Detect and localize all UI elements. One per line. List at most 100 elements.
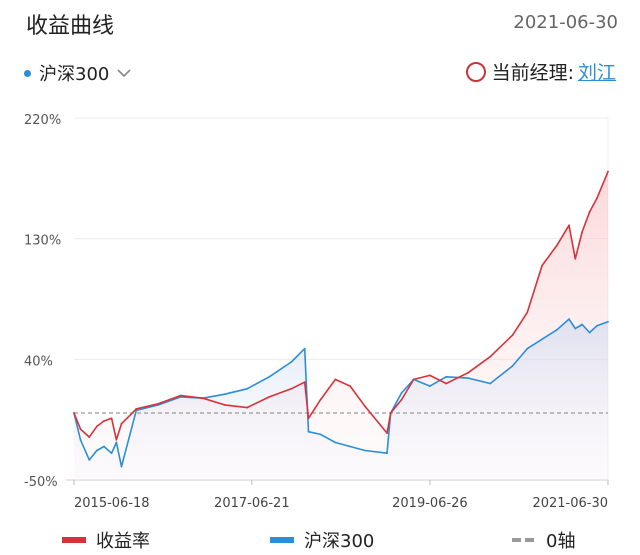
index-point <box>596 324 598 327</box>
x-tick-label: 2015-06-18 <box>74 496 150 511</box>
index-point <box>103 445 105 448</box>
index-point <box>303 347 306 350</box>
return-point <box>103 420 105 422</box>
return-point <box>364 405 366 408</box>
index-point <box>526 347 529 350</box>
index-point <box>79 438 82 441</box>
y-tick-label: -50% <box>24 475 58 490</box>
legend-item-return[interactable]: 收益率 <box>62 527 150 553</box>
return-swatch-icon <box>62 537 86 543</box>
return-point <box>88 436 91 438</box>
current-manager: 当前经理: 刘江 <box>465 58 616 85</box>
index-point <box>364 449 366 452</box>
index-selector-label: 沪深300 <box>39 64 110 85</box>
return-point <box>307 417 310 420</box>
return-series-line <box>73 171 609 441</box>
index-point <box>349 445 352 448</box>
return-point <box>429 374 431 377</box>
return-point <box>541 264 543 267</box>
return-point <box>386 432 388 434</box>
x-tick-label: 2017-06-21 <box>214 496 290 511</box>
return-point <box>268 396 271 398</box>
index-point <box>290 361 293 363</box>
return-point <box>202 397 204 400</box>
return-point <box>303 381 306 383</box>
index-point <box>268 375 271 378</box>
return-point <box>596 197 598 200</box>
return-point <box>115 438 118 441</box>
return-point <box>246 406 248 409</box>
return-point <box>412 378 415 381</box>
return-point <box>120 422 123 425</box>
index-point <box>334 441 337 444</box>
index-point <box>400 392 403 394</box>
return-point <box>135 408 138 410</box>
index-point <box>95 449 98 452</box>
zero-swatch-icon <box>512 538 536 542</box>
return-point <box>157 402 160 405</box>
return-point <box>526 311 529 314</box>
index-point <box>246 387 248 390</box>
legend-index-label: 沪深300 <box>304 531 375 552</box>
return-point <box>574 257 577 260</box>
index-point <box>489 382 492 385</box>
legend-zero-label: 0轴 <box>546 531 576 552</box>
index-point <box>307 430 310 433</box>
return-point <box>95 425 98 428</box>
index-point <box>574 327 577 330</box>
return-point <box>556 244 558 247</box>
index-point <box>467 377 470 379</box>
legend-item-index[interactable]: 沪深300 <box>270 527 374 553</box>
return-chart: 220% 130% 40% -50% 2015-06-18 2017-06-21 2019-… <box>24 113 609 511</box>
index-point <box>88 459 91 461</box>
index-point <box>556 328 558 331</box>
return-point <box>110 417 113 420</box>
date-label: 2021-06-30 <box>513 12 618 33</box>
return-point <box>389 412 392 414</box>
return-point <box>568 224 570 227</box>
manager-name-link[interactable]: 刘江 <box>577 62 616 84</box>
return-point <box>445 382 448 385</box>
return-point <box>223 404 226 406</box>
return-point <box>334 378 337 381</box>
manager-marker-icon <box>465 61 486 82</box>
index-point <box>445 375 448 378</box>
index-point <box>607 320 609 323</box>
x-tick-label: 2019-06-26 <box>392 496 468 511</box>
return-point <box>607 170 609 173</box>
index-point <box>511 365 514 367</box>
y-tick-label: 220% <box>24 113 61 128</box>
index-point <box>120 465 123 468</box>
index-point <box>223 393 226 396</box>
return-point <box>79 428 82 430</box>
legend-item-zero[interactable]: 0轴 <box>512 527 575 553</box>
return-point <box>73 412 75 414</box>
index-point <box>581 323 583 326</box>
index-point <box>110 452 113 455</box>
index-swatch-icon <box>270 537 294 543</box>
manager-label: 当前经理: <box>491 62 574 84</box>
return-point <box>489 355 492 358</box>
return-point <box>319 398 322 401</box>
legend: 收益率 沪深300 0轴 <box>0 527 640 553</box>
index-point <box>541 338 543 341</box>
chevron-down-icon[interactable] <box>117 68 131 78</box>
return-point <box>581 231 583 233</box>
index-point <box>319 433 322 436</box>
y-tick-label: 130% <box>24 234 61 249</box>
page-title: 收益曲线 <box>26 14 115 39</box>
index-point <box>115 441 118 444</box>
index-point <box>386 452 388 455</box>
index-selector[interactable]: 沪深300 <box>24 60 131 86</box>
x-tick-label: 2021-06-30 <box>532 496 608 511</box>
index-point <box>429 385 431 387</box>
index-point <box>568 318 570 320</box>
legend-return-label: 收益率 <box>96 531 150 552</box>
index-point <box>588 331 591 334</box>
return-point <box>179 394 182 397</box>
return-point <box>400 398 403 401</box>
index-series-line <box>73 318 609 468</box>
index-dot-icon <box>24 69 31 77</box>
return-point <box>290 387 293 390</box>
return-point <box>511 334 514 337</box>
